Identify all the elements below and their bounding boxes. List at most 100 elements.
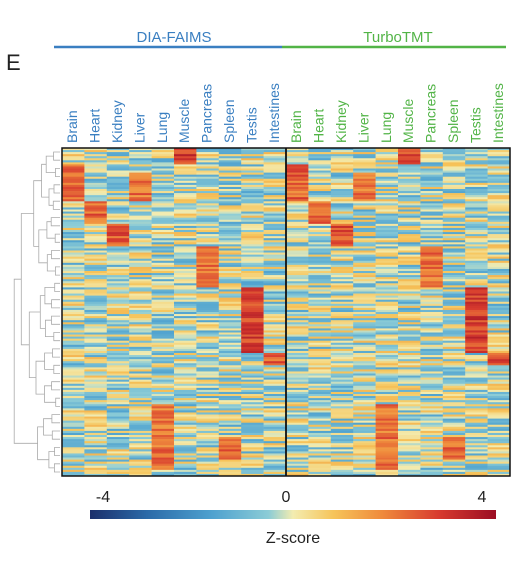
heatmap-cell [465,236,488,239]
heatmap-cell [308,402,332,405]
heatmap-cell [442,152,466,155]
heatmap-cell [442,328,466,331]
heatmap-cell [263,461,287,464]
heatmap-cell [487,152,511,155]
heatmap-cell [106,299,130,303]
heatmap-cell [330,193,354,196]
heatmap-cell [174,348,197,352]
heatmap-cell [375,465,399,469]
heatmap-cell [330,170,354,173]
heatmap-cell [151,377,175,380]
heatmap-cell [129,396,152,399]
heatmap-cell [218,344,242,348]
heatmap-cell [375,432,399,436]
heatmap-cell [196,402,220,405]
heatmap-cell [151,455,175,458]
heatmap-cell [308,469,332,473]
heatmap-cell [398,248,421,251]
heatmap-cell [129,400,152,403]
heatmap-cell [84,357,108,360]
heatmap-cell [263,332,287,335]
heatmap-cell [151,230,175,233]
heatmap-cell [62,432,85,436]
heatmap-cell [62,240,85,243]
heatmap-cell [174,396,197,399]
heatmap-cell [330,441,354,444]
heatmap-cell [106,316,130,319]
heatmap-cell [353,166,376,169]
heatmap-cell [263,326,287,329]
heatmap-cell [218,268,242,272]
heatmap-cell [487,469,511,473]
heatmap-cell [487,357,511,360]
heatmap-cell [106,211,130,214]
heatmap-cell [129,461,152,464]
heatmap-cell [241,430,264,434]
heatmap-cell [465,225,488,229]
heatmap-cell [151,355,175,358]
heatmap-cell [308,195,332,198]
heatmap-cell [308,365,332,368]
heatmap-cell [308,340,332,344]
heatmap-cell [353,221,376,225]
heatmap-cell [375,199,399,202]
heatmap-cell [353,365,376,368]
heatmap-cell [241,439,264,442]
heatmap-cell [442,398,466,401]
heatmap-cell [308,461,332,464]
heatmap-cell [353,254,376,257]
heatmap-cell [106,297,130,300]
heatmap-cell [241,424,264,428]
heatmap-cell [196,426,220,430]
heatmap-cell [398,203,421,206]
heatmap-cell [174,312,197,315]
heatmap-cell [241,324,264,327]
heatmap-cell [174,164,197,167]
heatmap-cell [487,424,511,428]
heatmap-cell [106,394,130,397]
heatmap-cell [398,389,421,393]
heatmap-cell [375,293,399,296]
heatmap-cell [241,162,264,165]
heatmap-cell [442,250,466,253]
heatmap-cell [218,471,242,475]
heatmap-cell [84,353,108,356]
heatmap-cell [129,182,152,186]
heatmap-cell [174,316,197,319]
heatmap-cell [263,428,287,432]
heatmap-cell [286,182,309,186]
heatmap-cell [151,275,175,278]
heatmap-cell [196,377,220,380]
heatmap-cell [196,156,220,159]
heatmap-cell [129,365,152,368]
heatmap-cell [308,432,332,436]
heatmap-cell [218,441,242,444]
heatmap-cell [465,283,488,286]
heatmap-cell [465,406,488,409]
heatmap-cell [218,469,242,473]
heatmap-cell [465,463,488,467]
heatmap-cell [487,301,511,305]
heatmap-cell [465,471,488,475]
heatmap-cell [330,420,354,423]
heatmap-cell [129,338,152,341]
heatmap-cell [151,340,175,344]
heatmap-cell [465,250,488,253]
heatmap-cell [286,203,309,206]
heatmap-cell [241,219,264,223]
heatmap-cell [196,225,220,229]
heatmap-cell [286,336,309,339]
heatmap-cell [218,350,242,354]
heatmap-cell [330,455,354,458]
heatmap-cell [151,400,175,403]
heatmap-cell [241,414,264,417]
heatmap-cell [263,186,287,190]
heatmap-cell [106,182,130,186]
heatmap-cell [308,385,332,389]
heatmap-cell [330,172,354,175]
heatmap-cell [308,172,332,175]
heatmap-cell [442,277,466,280]
heatmap-cell [330,258,354,262]
heatmap-cell [330,361,354,364]
heatmap-cell [196,217,220,221]
